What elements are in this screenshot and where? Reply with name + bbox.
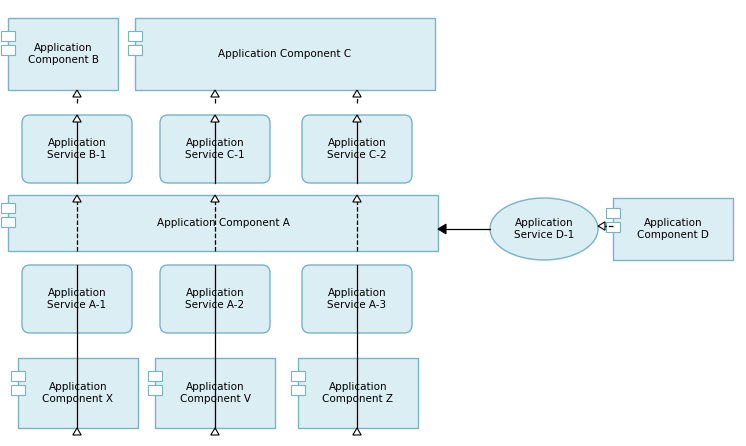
Text: Application
Component Z: Application Component Z <box>322 382 393 404</box>
Text: Application
Service C-1: Application Service C-1 <box>185 138 245 160</box>
Bar <box>1 202 15 213</box>
Bar <box>148 384 162 395</box>
Polygon shape <box>438 224 446 234</box>
Bar <box>291 384 305 395</box>
FancyBboxPatch shape <box>160 265 270 333</box>
Text: Application
Component X: Application Component X <box>43 382 113 404</box>
Ellipse shape <box>490 198 598 260</box>
FancyBboxPatch shape <box>302 265 412 333</box>
Bar <box>606 208 620 218</box>
Bar <box>135 18 435 90</box>
FancyBboxPatch shape <box>22 265 132 333</box>
Text: Application Component C: Application Component C <box>219 49 351 59</box>
Text: Application
Service C-2: Application Service C-2 <box>327 138 387 160</box>
Bar <box>1 31 15 41</box>
Polygon shape <box>353 195 361 202</box>
FancyBboxPatch shape <box>22 115 132 183</box>
Bar <box>1 45 15 55</box>
Polygon shape <box>73 90 81 97</box>
Polygon shape <box>73 428 81 435</box>
Bar <box>18 358 138 428</box>
Polygon shape <box>353 428 361 435</box>
Bar <box>11 371 25 380</box>
Text: Application
Component V: Application Component V <box>180 382 251 404</box>
Bar <box>298 358 418 428</box>
Polygon shape <box>73 195 81 202</box>
Bar <box>613 198 733 260</box>
Bar <box>128 31 142 41</box>
FancyBboxPatch shape <box>160 115 270 183</box>
FancyBboxPatch shape <box>302 115 412 183</box>
Bar <box>8 18 118 90</box>
Bar <box>155 358 275 428</box>
Bar <box>1 217 15 227</box>
Text: Application Component A: Application Component A <box>157 218 289 228</box>
Polygon shape <box>211 90 219 97</box>
Polygon shape <box>211 115 219 122</box>
Text: Application
Service A-2: Application Service A-2 <box>186 288 245 310</box>
Polygon shape <box>211 428 219 435</box>
Polygon shape <box>211 195 219 202</box>
Bar <box>8 195 438 251</box>
Polygon shape <box>598 222 605 230</box>
Text: Application
Service B-1: Application Service B-1 <box>47 138 107 160</box>
Text: Application
Component B: Application Component B <box>28 43 98 65</box>
Bar <box>148 371 162 380</box>
Polygon shape <box>353 115 361 122</box>
Polygon shape <box>353 90 361 97</box>
Text: Application
Component D: Application Component D <box>637 218 709 240</box>
Polygon shape <box>73 115 81 122</box>
Bar <box>11 384 25 395</box>
Text: Application
Service A-3: Application Service A-3 <box>327 288 386 310</box>
Bar <box>606 222 620 232</box>
Bar <box>291 371 305 380</box>
Text: Application
Service A-1: Application Service A-1 <box>48 288 107 310</box>
Text: Application
Service D-1: Application Service D-1 <box>514 218 574 240</box>
Bar <box>128 45 142 55</box>
